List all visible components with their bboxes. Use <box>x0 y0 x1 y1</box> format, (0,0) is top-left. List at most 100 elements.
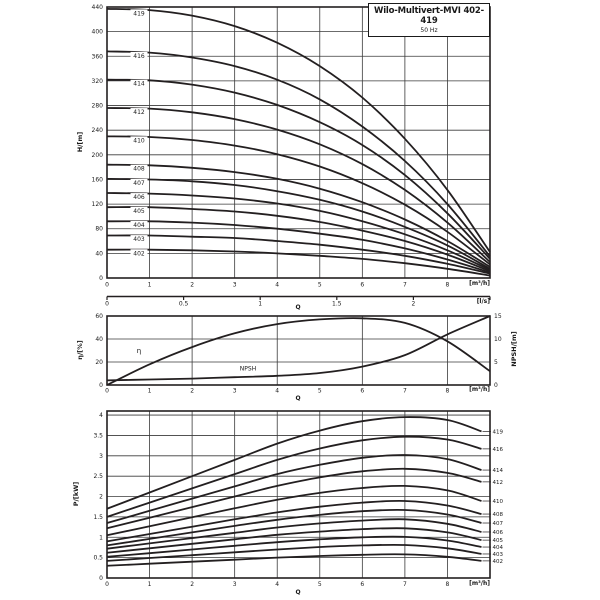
power-curve-label-402: 402 <box>482 559 503 565</box>
svg-text:15: 15 <box>494 313 502 320</box>
svg-text:280: 280 <box>92 103 104 110</box>
svg-text:320: 320 <box>92 78 104 85</box>
curve-label-405: 405 <box>130 206 148 215</box>
svg-text:416: 416 <box>493 447 504 453</box>
svg-text:1: 1 <box>148 282 152 289</box>
efficiency-q-symbol: Q <box>295 395 301 402</box>
power-curve-label-405: 405 <box>482 538 503 544</box>
svg-text:405: 405 <box>133 208 145 215</box>
svg-text:0: 0 <box>105 388 109 395</box>
svg-text:2: 2 <box>190 282 194 289</box>
curve-label-410: 410 <box>130 136 148 144</box>
svg-text:7: 7 <box>403 388 407 395</box>
svg-text:414: 414 <box>133 81 145 88</box>
head-ls-axis: 0 0.5 1 1.5 2 <box>105 295 491 308</box>
efficiency-left-tick-labels: 0 20 40 60 <box>95 313 103 389</box>
efficiency-axis-label: η/[%] <box>76 340 84 360</box>
power-curve-label-412: 412 <box>482 480 503 486</box>
svg-text:160: 160 <box>92 176 104 183</box>
efficiency-x-tick-labels: 0 1 2 3 4 5 6 7 8 <box>105 388 449 395</box>
svg-text:5: 5 <box>318 282 322 289</box>
svg-text:405: 405 <box>493 538 504 544</box>
svg-text:2: 2 <box>99 494 103 501</box>
svg-text:240: 240 <box>92 127 104 134</box>
svg-text:6: 6 <box>360 581 364 588</box>
svg-text:403: 403 <box>133 236 145 243</box>
svg-text:419: 419 <box>493 429 504 435</box>
efficiency-curves <box>106 315 491 386</box>
svg-text:402: 402 <box>133 250 145 257</box>
chart-title: Wilo-Multivert-MVI 402-419 <box>374 6 484 26</box>
svg-text:416: 416 <box>133 53 145 60</box>
svg-text:408: 408 <box>493 512 504 518</box>
svg-text:10: 10 <box>494 336 502 343</box>
svg-text:4: 4 <box>275 282 279 289</box>
power-curve-label-410: 410 <box>482 499 503 505</box>
power-curve-label-414: 414 <box>482 468 503 474</box>
svg-text:0: 0 <box>105 581 109 588</box>
svg-text:0: 0 <box>99 275 103 282</box>
svg-text:402: 402 <box>493 559 504 565</box>
curve-label-414: 414 <box>130 79 148 88</box>
power-curve-label-408: 408 <box>482 512 503 518</box>
svg-text:120: 120 <box>92 201 104 208</box>
svg-text:0: 0 <box>494 382 498 389</box>
curve-label-404: 404 <box>130 220 148 229</box>
power-curve-label-416: 416 <box>482 447 503 453</box>
svg-text:4: 4 <box>275 388 279 395</box>
svg-text:7: 7 <box>403 282 407 289</box>
power-curve-label-406: 406 <box>482 530 503 536</box>
svg-text:8: 8 <box>446 282 450 289</box>
head-y-tick-labels: 0 40 80 120 160 200 240 280 320 360 400 440 <box>92 4 104 282</box>
svg-text:80: 80 <box>95 226 103 233</box>
npsh-axis-label: NPSH/[m] <box>510 331 518 367</box>
svg-text:6: 6 <box>360 388 364 395</box>
svg-text:6: 6 <box>360 282 364 289</box>
svg-text:3.5: 3.5 <box>93 432 103 439</box>
head-flow-unit-ls: [l/s] <box>476 298 490 305</box>
svg-text:412: 412 <box>493 480 504 486</box>
efficiency-curve-labels: η NPSH <box>134 346 260 373</box>
svg-text:1.5: 1.5 <box>332 301 342 308</box>
curve-label-407: 407 <box>130 178 148 187</box>
npsh-right-tick-labels: 0 5 10 15 <box>494 313 502 389</box>
head-x-tick-labels: 0 1 2 3 4 5 6 7 8 <box>105 282 449 289</box>
svg-text:8: 8 <box>446 388 450 395</box>
svg-text:1: 1 <box>258 301 262 308</box>
svg-text:200: 200 <box>92 152 104 159</box>
power-x-tick-labels: 0 1 2 3 4 5 6 7 8 <box>105 581 449 588</box>
svg-text:η: η <box>137 347 141 355</box>
svg-text:4: 4 <box>275 581 279 588</box>
power-curve-label-403: 403 <box>482 552 503 558</box>
efficiency-flow-unit: [m³/h] <box>469 386 490 393</box>
svg-text:0.5: 0.5 <box>93 555 103 562</box>
svg-text:5: 5 <box>494 359 498 366</box>
svg-text:8: 8 <box>446 581 450 588</box>
svg-text:60: 60 <box>95 313 103 320</box>
svg-text:1.5: 1.5 <box>93 514 103 521</box>
svg-text:3: 3 <box>233 388 237 395</box>
svg-text:0: 0 <box>99 575 103 582</box>
svg-text:410: 410 <box>133 137 145 144</box>
svg-text:419: 419 <box>133 10 145 17</box>
svg-text:5: 5 <box>318 388 322 395</box>
power-curve-label-407: 407 <box>482 521 503 527</box>
svg-text:1: 1 <box>148 581 152 588</box>
svg-text:2: 2 <box>411 301 415 308</box>
svg-text:0: 0 <box>99 382 103 389</box>
head-flow-unit: [m³/h] <box>469 280 490 287</box>
svg-text:0: 0 <box>105 301 109 308</box>
curve-label-419: 419 <box>130 9 148 17</box>
svg-text:3: 3 <box>233 282 237 289</box>
svg-text:3: 3 <box>99 453 103 460</box>
power-curve-label-404: 404 <box>482 545 503 551</box>
power-y-tick-labels: 0 0.5 1 1.5 2 2.5 3 3.5 4 <box>93 412 103 582</box>
curve-label-406: 406 <box>130 193 148 201</box>
head-curves <box>106 7 491 277</box>
svg-text:0: 0 <box>105 282 109 289</box>
svg-text:406: 406 <box>493 530 504 536</box>
svg-text:1: 1 <box>148 388 152 395</box>
svg-text:7: 7 <box>403 581 407 588</box>
